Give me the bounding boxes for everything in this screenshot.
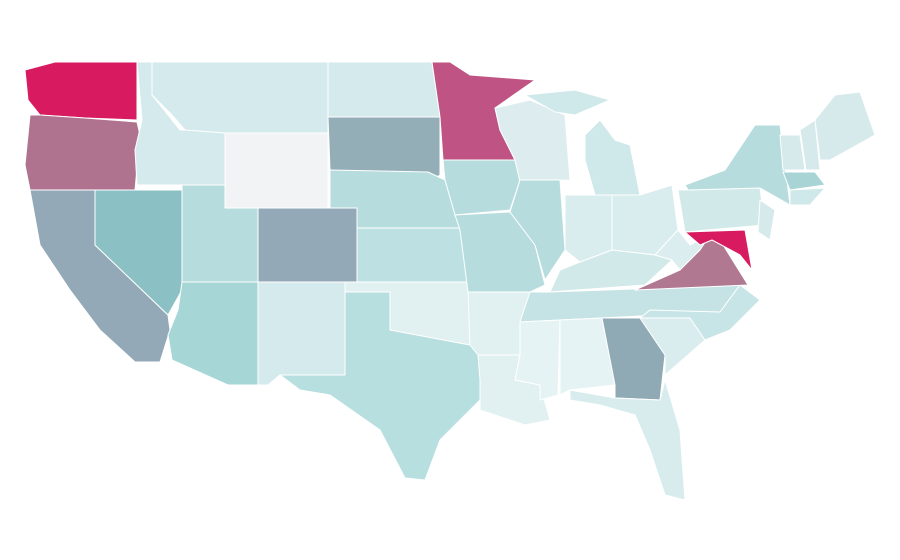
state-shape	[257, 281, 346, 386]
state-shape	[279, 291, 481, 481]
state-shape	[356, 227, 469, 283]
state-shape	[814, 91, 876, 161]
state-shape	[779, 134, 806, 171]
state-shape	[639, 284, 761, 341]
state-shape	[789, 187, 826, 206]
state-shape	[569, 379, 686, 501]
state-shape	[584, 119, 641, 196]
states	[24, 61, 876, 501]
state-shape	[151, 61, 329, 134]
state-shape	[524, 89, 611, 116]
state-shape	[684, 229, 753, 271]
state-shape	[799, 119, 821, 171]
state-shape	[167, 281, 259, 386]
state-shape	[442, 159, 521, 216]
state-shape	[559, 317, 616, 396]
state-shape	[757, 199, 776, 241]
state-shape	[327, 61, 441, 118]
state-shape	[257, 207, 358, 283]
state-shape	[24, 61, 138, 121]
state-shape	[677, 187, 766, 233]
state-shape	[782, 171, 826, 191]
state-shape	[94, 189, 183, 316]
state-shape	[509, 179, 566, 281]
state-shape	[564, 194, 613, 263]
state-shape	[224, 132, 329, 209]
state-shape	[24, 114, 141, 191]
